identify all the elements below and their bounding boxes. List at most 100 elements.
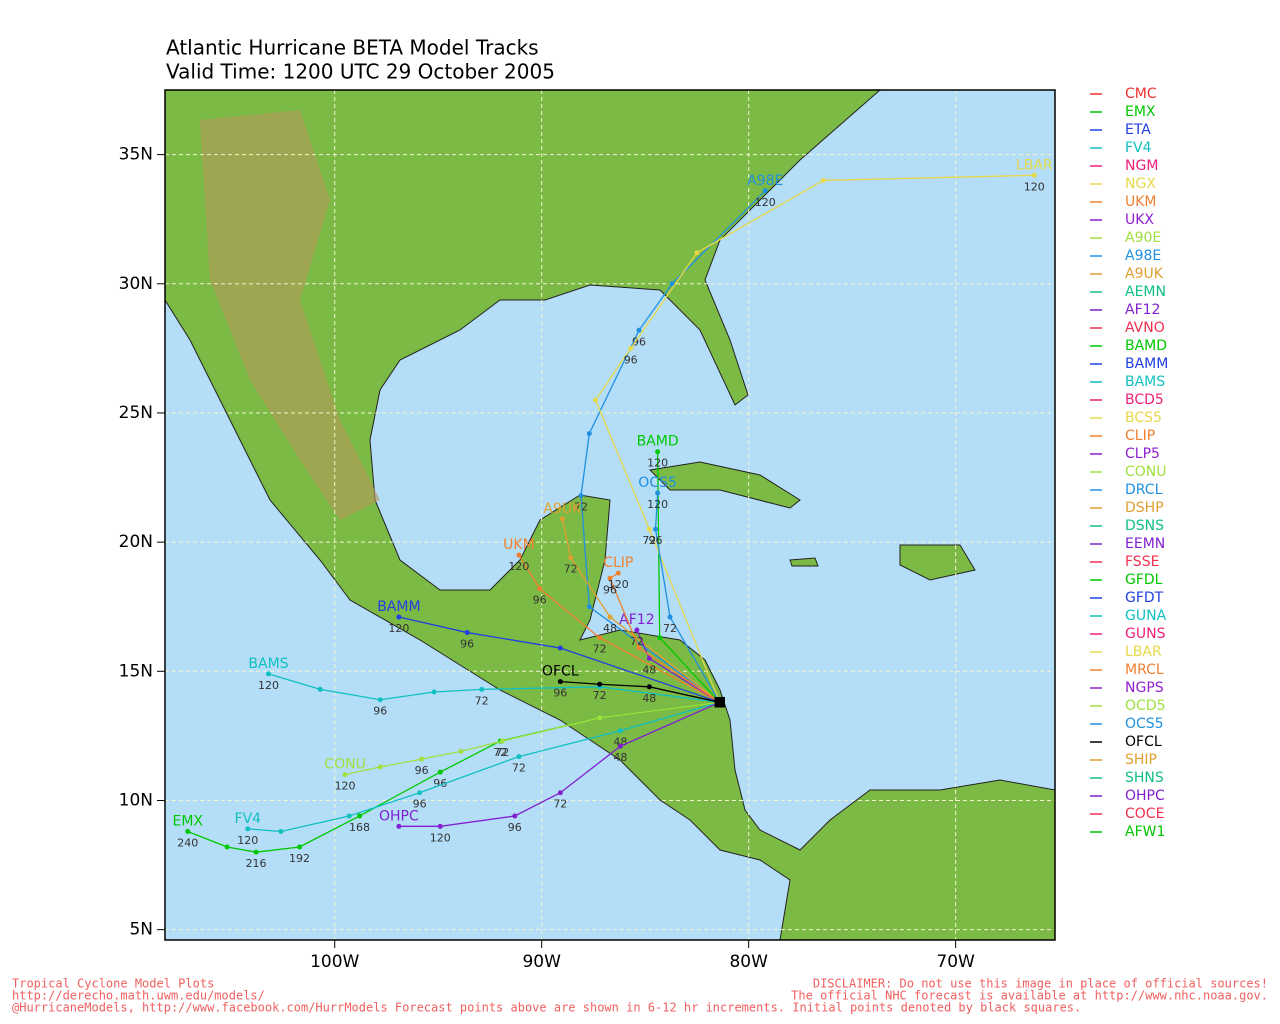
legend-entry: A98E: [1125, 248, 1161, 264]
hour-label: 72: [564, 563, 578, 576]
track-point: [694, 250, 700, 256]
track-point: [278, 828, 284, 834]
track-point: [657, 635, 663, 641]
legend-entry: OCD5: [1125, 698, 1165, 714]
hour-label: 72: [642, 534, 656, 547]
track-name: EMX: [173, 813, 204, 829]
track-point: [346, 813, 352, 819]
track-line: [518, 554, 721, 703]
track-name: BAMD: [637, 434, 679, 450]
track-point: [646, 655, 652, 661]
hour-label: 120: [755, 196, 776, 209]
track-point: [557, 790, 563, 796]
hour-label: 48: [642, 692, 656, 705]
legend-entry: EEMN: [1125, 536, 1165, 552]
track-point: [646, 684, 652, 690]
legend-entry: MRCL: [1125, 662, 1164, 678]
track-name: UKM: [503, 537, 535, 553]
y-tick-label: 25N: [119, 403, 153, 423]
track-point: [253, 849, 259, 855]
track-point: [419, 756, 425, 762]
track-line: [654, 493, 721, 703]
map-frame: [164, 89, 1056, 941]
track-name: A9UK: [543, 501, 582, 517]
legend-entry: EMX: [1125, 104, 1156, 120]
track-point: [559, 516, 565, 522]
hour-label: 120: [508, 560, 529, 573]
hour-label: 72: [593, 689, 607, 702]
footer-left: Tropical Cyclone Model Plots: [12, 977, 214, 991]
legend-entry: CLIP: [1125, 428, 1155, 444]
track-name: AF12: [619, 612, 654, 628]
legend-entry: AFW1: [1125, 824, 1165, 840]
track-name: OFCL: [542, 664, 579, 680]
footer: Tropical Cyclone Model Plotshttp://derec…: [12, 977, 1268, 1015]
hour-label: 120: [608, 578, 629, 591]
map: 7296168192216240EMX487296120FV47296120UK…: [165, 90, 1055, 940]
track-point: [628, 345, 634, 351]
hour-label: 120: [388, 622, 409, 635]
track-point: [437, 769, 443, 775]
hour-label: 120: [430, 831, 451, 844]
x-tick-label: 90W: [522, 952, 561, 972]
land-shading: [200, 110, 380, 520]
chart-title: Atlantic Hurricane BETA Model Tracks: [166, 36, 539, 60]
track-point: [568, 555, 574, 561]
x-tick-label: 100W: [310, 952, 359, 972]
track-name: OCS5: [638, 475, 677, 491]
track-name: CONU: [324, 757, 366, 773]
legend-entry: FSSE: [1125, 554, 1159, 570]
track-point: [607, 575, 613, 581]
legend-entry: UKX: [1125, 212, 1154, 228]
track-point: [1031, 172, 1037, 178]
track-point: [499, 738, 505, 744]
legend-entry: BAMD: [1125, 338, 1167, 354]
legend-entry: NGPS: [1125, 680, 1164, 696]
legend-entry: LBAR: [1125, 644, 1162, 660]
track-point: [586, 604, 592, 610]
track-point: [516, 552, 522, 558]
track-line: [560, 680, 720, 703]
track-point: [820, 177, 826, 183]
track-point: [431, 689, 437, 695]
legend-entry: CLP5: [1125, 446, 1160, 462]
track-line: [398, 701, 720, 827]
legend-entry: GUNA: [1125, 608, 1167, 624]
legend-entry: UKM: [1125, 194, 1157, 210]
track-point: [265, 671, 271, 677]
legend-entry: OCS5: [1125, 716, 1164, 732]
track-point: [667, 614, 673, 620]
track-point: [597, 715, 603, 721]
legend-entry: SHNS: [1125, 770, 1164, 786]
hour-label: 96: [649, 534, 663, 547]
x-tick-label: 80W: [729, 952, 768, 972]
track-point: [615, 570, 621, 576]
hour-label: 72: [475, 694, 489, 707]
hour-label: 72: [493, 746, 507, 759]
legend-entry: OHPC: [1125, 788, 1165, 804]
track-name: A98E: [747, 173, 783, 189]
track-point: [479, 686, 485, 692]
legend-entry: GFDT: [1125, 590, 1164, 606]
track-point: [646, 526, 652, 532]
track-point: [396, 823, 402, 829]
track-point: [655, 490, 661, 496]
y-tick-label: 15N: [119, 661, 153, 681]
track-point: [636, 327, 642, 333]
track-point: [297, 844, 303, 850]
y-tick-label: 10N: [119, 790, 153, 810]
track-point: [617, 743, 623, 749]
footer-right: DISCLAIMER: Do not use this image in pla…: [813, 977, 1268, 991]
track-point: [357, 813, 363, 819]
hour-label: 120: [1024, 180, 1045, 193]
footer-left: @HurricaneModels, http://www.facebook.co…: [12, 1001, 1081, 1015]
track-point: [464, 630, 470, 636]
jamaica: [789, 557, 819, 567]
hour-label: 120: [258, 679, 279, 692]
track-point: [437, 823, 443, 829]
tracks: 7296168192216240EMX487296120FV47296120UK…: [173, 157, 1053, 870]
y-tick-label: 5N: [129, 920, 153, 940]
hour-label: 96: [460, 638, 474, 651]
hour-label: 240: [177, 836, 198, 849]
